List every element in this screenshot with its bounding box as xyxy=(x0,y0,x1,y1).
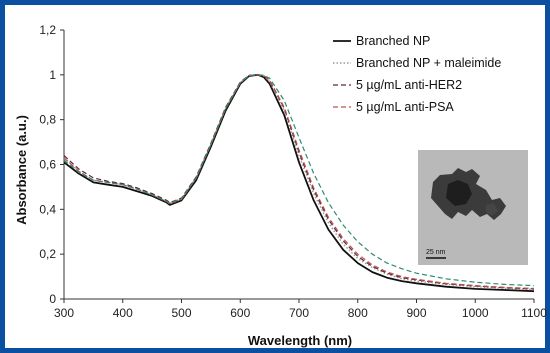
x-tick-label: 800 xyxy=(348,306,368,320)
y-tick-label: 0,4 xyxy=(39,202,56,216)
x-tick-label: 1100 xyxy=(521,306,547,320)
y-axis-title: Absorbance (a.u.) xyxy=(14,115,29,225)
y-tick-label: 0 xyxy=(49,292,56,306)
x-tick-label: 500 xyxy=(171,306,191,320)
x-tick-label: 1000 xyxy=(462,306,489,320)
x-tick-label: 300 xyxy=(54,306,74,320)
y-tick-label: 1 xyxy=(49,68,56,82)
x-tick-label: 400 xyxy=(113,306,133,320)
x-tick-label: 600 xyxy=(230,306,250,320)
y-tick-label: 0,6 xyxy=(39,158,56,172)
x-tick-label: 900 xyxy=(406,306,426,320)
tem-inset: 25 nm xyxy=(418,150,528,265)
legend-label-0: Branched NP xyxy=(356,34,430,48)
tick-labels: 300 400 500 600 700 800 900 1000 1100 0 0,2 0,4 0,6 0… xyxy=(39,23,547,320)
legend-label-1: Branched NP + maleimide xyxy=(356,56,501,70)
scale-bar-label: 25 nm xyxy=(426,249,446,256)
axes xyxy=(60,29,535,303)
series-line-4 xyxy=(63,74,535,287)
legend: Branched NP Branched NP + maleimide 5 µg/m… xyxy=(333,34,501,114)
series-layer xyxy=(63,73,535,293)
x-tick-label: 700 xyxy=(289,306,309,320)
y-tick-label: 1,2 xyxy=(39,23,56,37)
y-tick-label: 0,8 xyxy=(39,113,56,127)
x-axis-title: Wavelength (nm) xyxy=(248,333,352,348)
tem-particle-fragment xyxy=(486,203,498,216)
legend-label-3: 5 µg/mL anti-PSA xyxy=(356,100,454,114)
tem-particle-dark-core xyxy=(446,180,472,206)
legend-label-2: 5 µg/mL anti-HER2 xyxy=(356,78,462,92)
y-tick-label: 0,2 xyxy=(39,247,56,261)
